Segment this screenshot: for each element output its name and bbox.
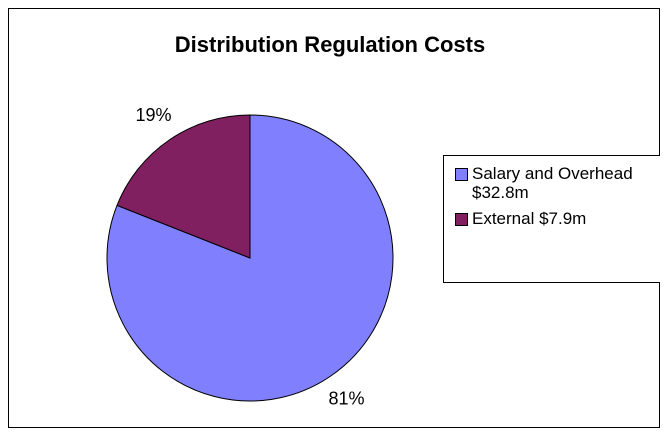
legend: Salary and Overhead $32.8m External $7.9m: [443, 155, 660, 283]
legend-label: External $7.9m: [472, 209, 587, 228]
legend-swatch: [455, 168, 468, 181]
slice-label: 81%: [328, 389, 364, 409]
slice-label: 19%: [136, 105, 172, 125]
chart-title: Distribution Regulation Costs: [175, 32, 485, 57]
legend-label: Salary and Overhead $32.8m: [472, 164, 633, 202]
legend-item: External $7.9m: [455, 209, 660, 228]
legend-swatch: [455, 213, 468, 226]
pie-slice: [116, 114, 251, 259]
legend-item: Salary and Overhead $32.8m: [455, 164, 660, 202]
